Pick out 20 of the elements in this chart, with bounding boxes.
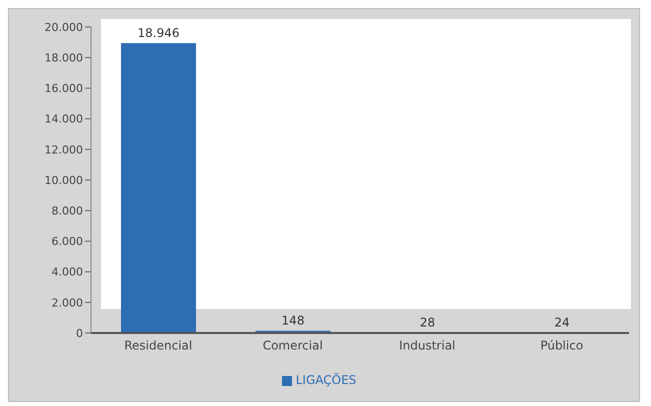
x-tick-label: Público <box>540 338 584 353</box>
y-tick-label: 18.000 <box>44 52 83 65</box>
y-tick-label: 16.000 <box>44 82 83 96</box>
y-tick-label: 6.000 <box>52 235 83 248</box>
text: 148 <box>282 314 304 328</box>
y-tick-label: 2.000 <box>52 296 83 310</box>
x-tick-label: Comercial <box>262 338 323 353</box>
y-tick-label: 8.000 <box>52 204 83 218</box>
x-tick-label: Industrial <box>399 338 456 353</box>
y-tick-label: 20.000 <box>44 20 83 34</box>
y-tick-label: 4.000 <box>52 266 83 279</box>
text: 28 <box>420 316 436 330</box>
x-tick-label: Residencial <box>124 338 192 353</box>
text: 18.946 <box>138 26 180 40</box>
y-tick-label: 10.000 <box>44 174 83 187</box>
text: 24 <box>554 316 570 330</box>
legend-label: LIGAÇÕES <box>296 373 356 387</box>
y-tick-label: 14.000 <box>44 112 83 126</box>
y-tick-label: 12.000 <box>44 143 83 156</box>
y-tick-label: 0 <box>76 326 83 340</box>
